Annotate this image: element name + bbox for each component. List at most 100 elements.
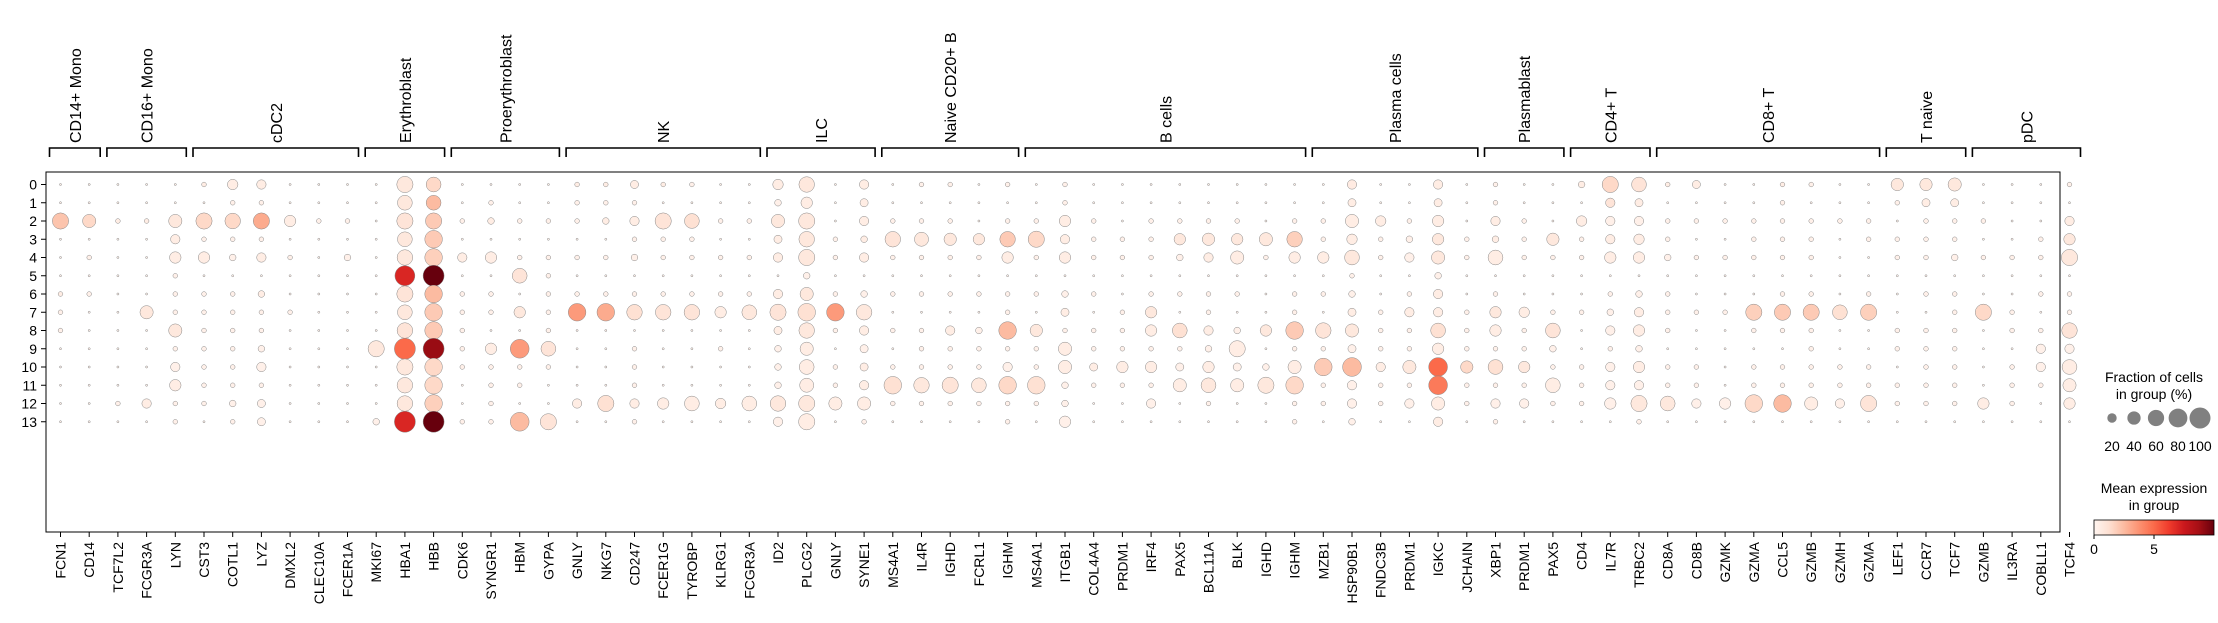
dot-12-ighd (947, 400, 953, 407)
dot-2-ccr7 (1923, 218, 1929, 224)
dot-9-fcrl1 (976, 346, 982, 352)
dot-7-gnly (826, 303, 845, 322)
dot-1-il7r (1605, 197, 1616, 208)
dot-8-gzmb (1982, 329, 1985, 332)
dot-10-plcg2 (799, 359, 815, 375)
dot-5-cdk6 (461, 274, 464, 278)
group-bracket (364, 147, 446, 157)
dot-3-ighm (999, 231, 1016, 248)
dot-8-hba1 (396, 322, 413, 339)
dot-10-pax5 (1550, 364, 1556, 370)
dot-7-tyrobp (683, 304, 700, 321)
group-bracket-label: Plasmablast (1517, 55, 1534, 143)
dot-11-fndc3b (1378, 382, 1384, 388)
dot-4-tcf7l2 (116, 256, 120, 259)
dot-5-ighm (1293, 274, 1296, 278)
dot-0-lyn (174, 183, 177, 186)
dot-3-trbc2 (1633, 233, 1645, 245)
dot-7-hsp90b1 (1347, 307, 1357, 317)
dot-0-cd8b (1692, 180, 1701, 189)
dot-6-cdk6 (459, 291, 465, 297)
dot-7-hbb (424, 303, 443, 322)
dot-5-hbb (422, 265, 445, 287)
dot-8-lyn (168, 323, 183, 338)
dot-12-klrg1 (715, 398, 727, 409)
group-bracket-label: T naive (1919, 91, 1936, 143)
dot-1-cotl1 (230, 200, 236, 206)
dot-9-cobll1 (2035, 343, 2046, 354)
dot-3-cd8b (1695, 237, 1698, 241)
x-tick-label: IL7R (1602, 542, 1618, 572)
dot-10-prdm1 (1116, 361, 1129, 373)
x-tick-label: COBLL1 (2033, 542, 2049, 596)
dot-8-gzmh (1838, 329, 1842, 332)
dot-12-hba1 (396, 395, 413, 412)
dot-8-id2 (773, 326, 783, 335)
dot-7-jchain (1464, 309, 1470, 315)
dot-8-hbm (518, 329, 522, 332)
dot-1-prdm1 (1522, 201, 1526, 205)
dot-13-klrg1 (719, 420, 722, 424)
dot-11-dmxl2 (288, 383, 292, 387)
dot-8-il4r (918, 327, 925, 334)
dot-0-gzmk (1723, 183, 1727, 186)
dot-11-tcf7 (1952, 382, 1958, 388)
dot-8-ighd (1259, 324, 1272, 337)
dot-4-mzb1 (1317, 251, 1330, 264)
dot-6-syngr1 (488, 291, 494, 297)
dot-7-ighd (948, 310, 952, 314)
dot-4-itgb1 (1059, 251, 1071, 264)
dot-10-col4a4 (1089, 362, 1099, 372)
dot-4-ms4a1 (1033, 254, 1039, 261)
dot-11-gzmb (1982, 383, 1985, 387)
dot-2-col4a4 (1091, 218, 1097, 224)
x-tick-label: XBP1 (1488, 542, 1504, 578)
dot-6-dmxl2 (288, 292, 292, 296)
dot-2-trbc2 (1634, 216, 1644, 226)
dot-7-tcf7l2 (116, 310, 120, 314)
dot-1-gzmk (1723, 201, 1727, 205)
dot-9-cd8b (1695, 347, 1698, 351)
dot-13-gzmb (1809, 420, 1813, 424)
dot-5-fcgr3a (748, 274, 751, 278)
dot-2-gzma (1866, 218, 1872, 224)
dot-1-gzmh (1838, 201, 1842, 205)
dot-8-hsp90b1 (1345, 323, 1359, 338)
x-tick-label: GZMA (1861, 541, 1877, 582)
dot-4-ighd (947, 254, 953, 261)
dot-7-igkc (1433, 307, 1444, 318)
group-bracket (1971, 147, 2082, 157)
dot-8-ms4a1 (1029, 324, 1043, 337)
dot-13-gzma (1752, 420, 1756, 424)
dot-12-hbb (424, 394, 443, 413)
dot-11-cdk6 (461, 383, 464, 387)
dot-5-xbp1 (1494, 274, 1497, 278)
dot-8-igkc (1430, 322, 1446, 339)
dot-5-nkg7 (604, 274, 608, 278)
dot-8-ccr7 (1923, 327, 1929, 334)
dot-2-klrg1 (718, 218, 724, 224)
dot-13-cd8b (1695, 420, 1698, 424)
dot-9-xbp1 (1492, 346, 1499, 352)
dot-4-fcgr3a (145, 256, 148, 259)
dot-0-fcgr3a (748, 183, 751, 186)
dot-9-hsp90b1 (1347, 344, 1357, 354)
dot-6-tcf7 (1952, 291, 1958, 297)
dot-2-fcgr3a (144, 218, 150, 224)
dot-11-klrg1 (719, 383, 722, 387)
dot-2-hbb (425, 212, 442, 230)
dot-4-gnly (574, 254, 580, 261)
dot-3-ighm (1286, 231, 1303, 248)
dot-4-pax5 (1176, 253, 1184, 262)
dot-1-ighm (1293, 201, 1296, 205)
dot-7-xbp1 (1489, 306, 1502, 319)
dot-9-klrg1 (718, 346, 724, 352)
dot-9-tcf7l2 (116, 347, 120, 351)
dot-6-nkg7 (603, 291, 609, 297)
dot-4-gzma (1867, 256, 1870, 259)
dot-10-lef1 (1896, 365, 1899, 369)
x-tick-label: HBA1 (397, 542, 413, 579)
dot-5-igkc (1434, 272, 1442, 280)
dot-11-mki67 (374, 383, 378, 387)
dot-4-nkg7 (603, 254, 609, 261)
